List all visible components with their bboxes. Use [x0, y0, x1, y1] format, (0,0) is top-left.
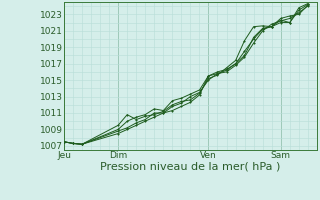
X-axis label: Pression niveau de la mer( hPa ): Pression niveau de la mer( hPa ) — [100, 162, 281, 172]
